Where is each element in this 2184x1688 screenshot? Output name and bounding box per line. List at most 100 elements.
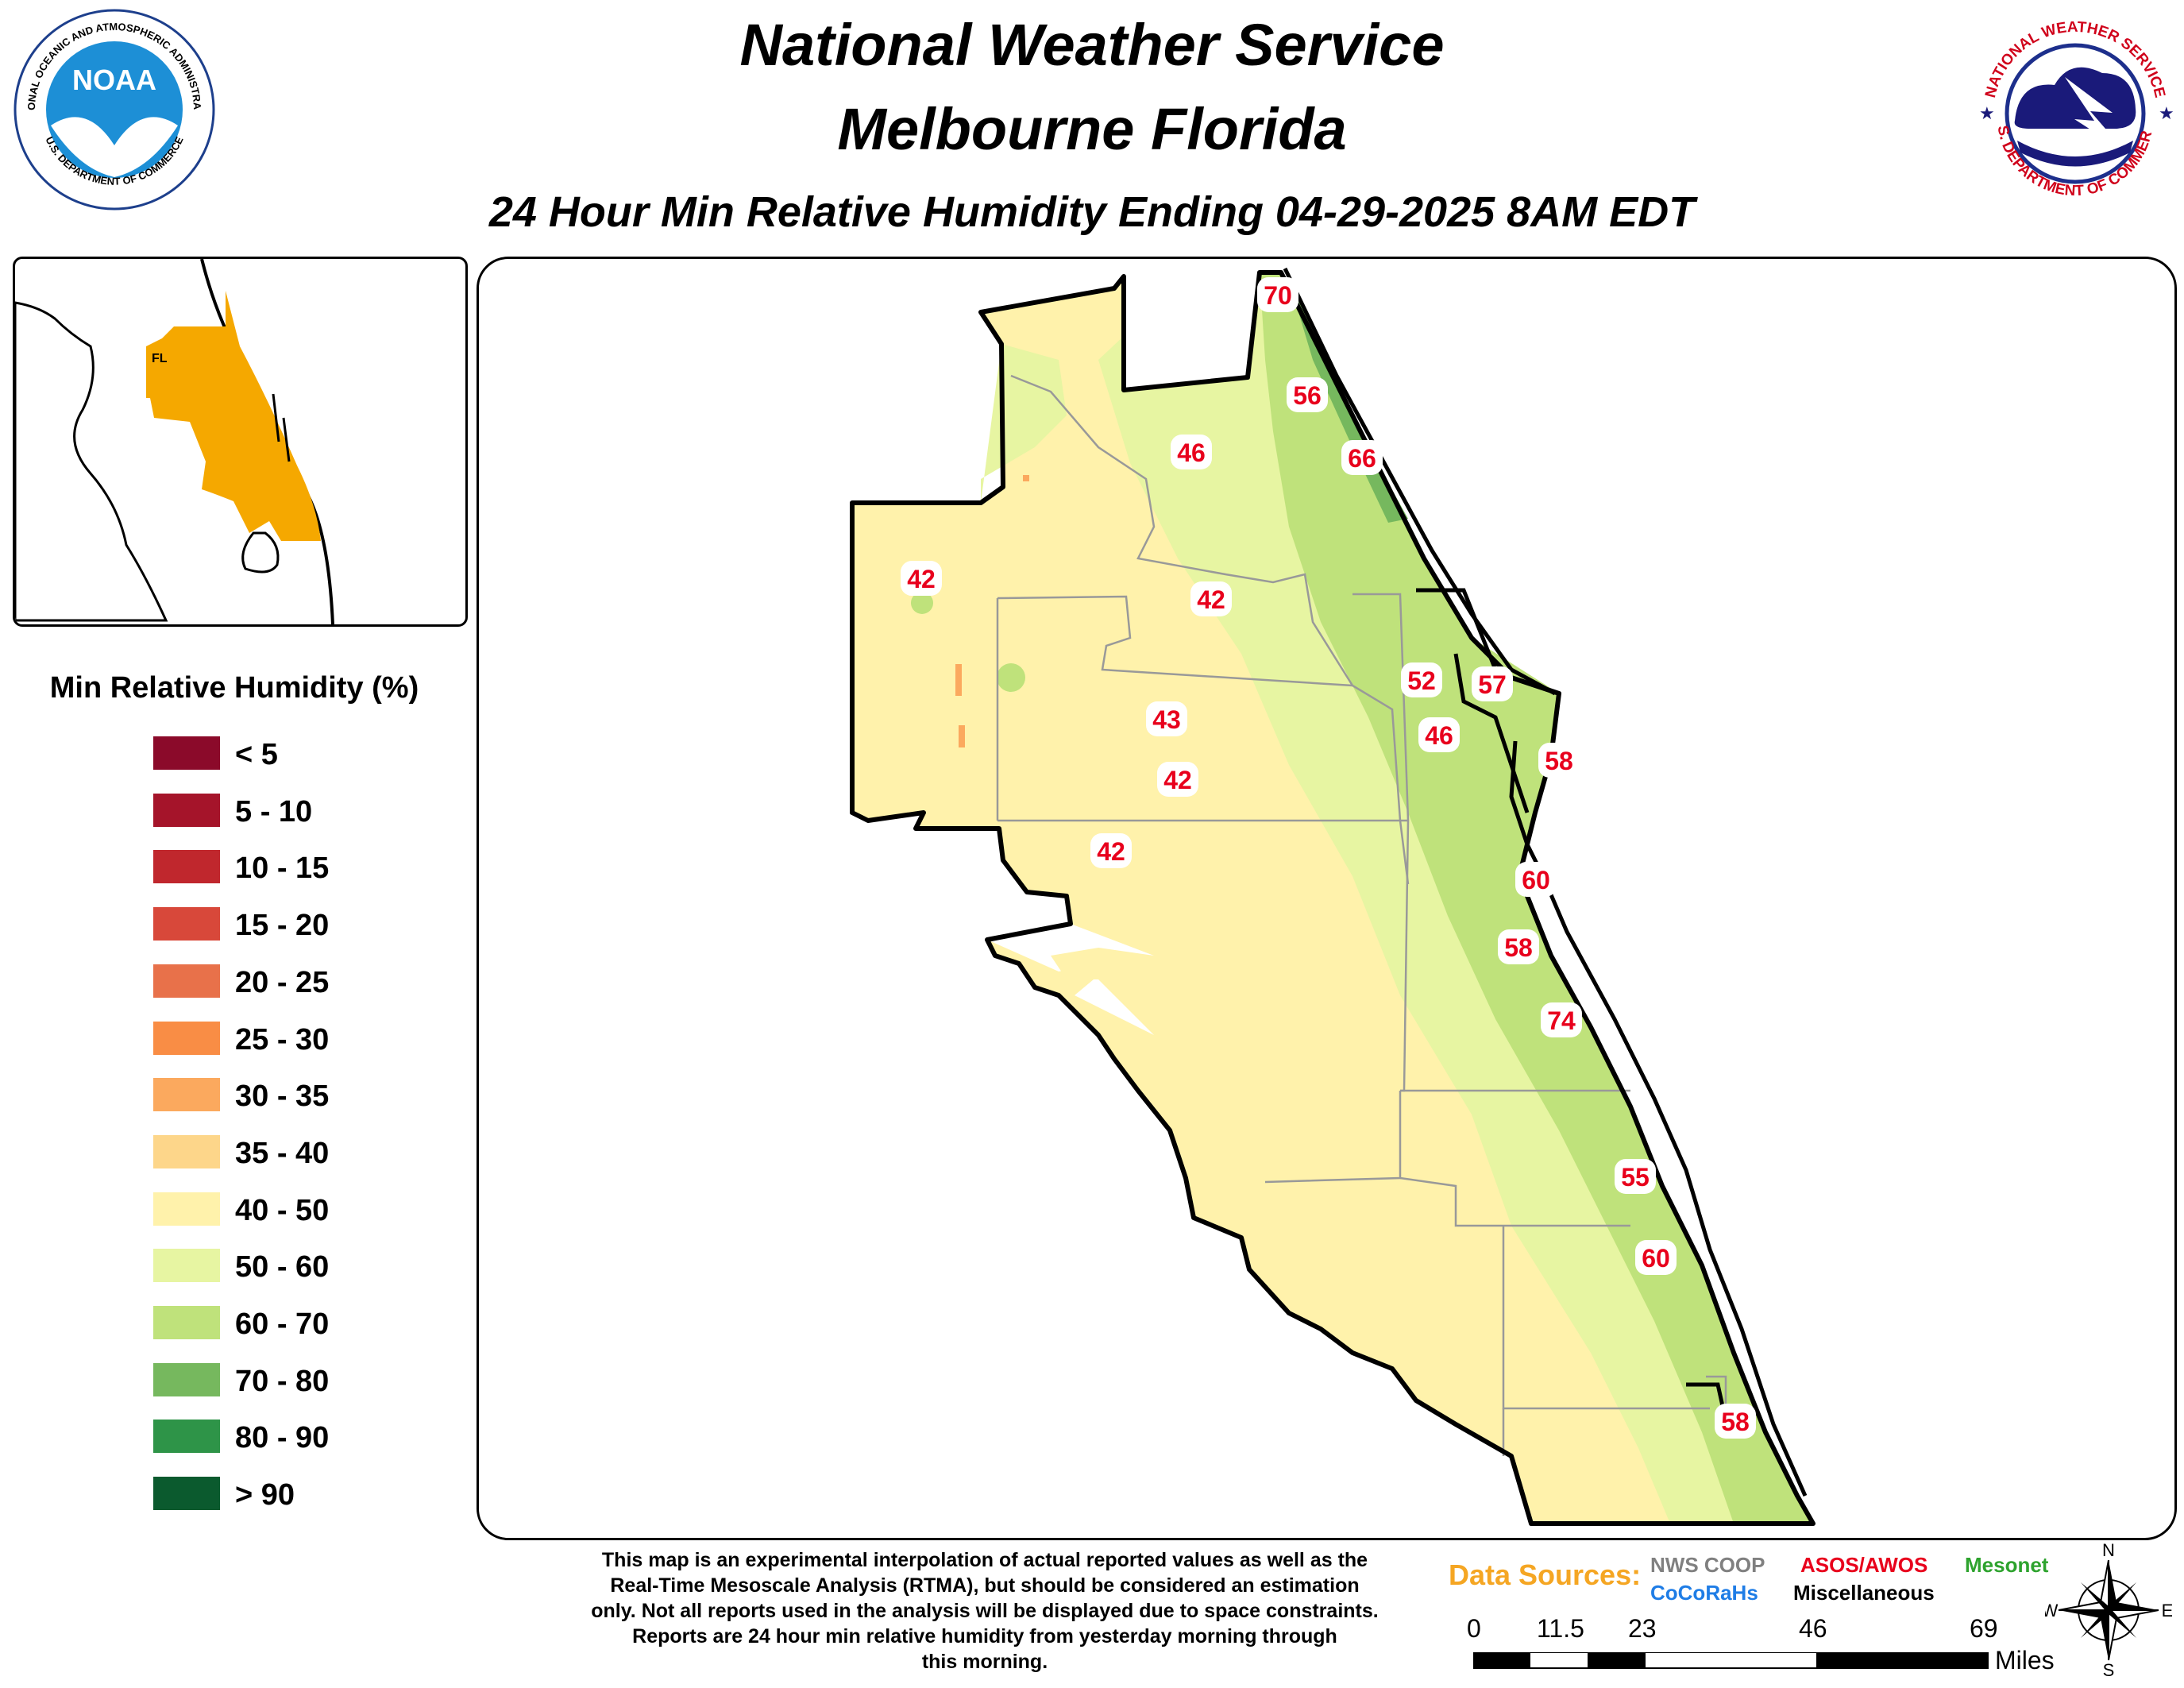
station-value: 42 — [907, 565, 936, 593]
legend-swatch — [153, 1306, 220, 1339]
legend-label: 15 - 20 — [235, 909, 330, 943]
svg-text:★: ★ — [1979, 103, 1995, 123]
legend-label: 60 - 70 — [235, 1308, 330, 1341]
legend-swatch — [153, 1362, 220, 1396]
legend-swatch — [153, 907, 220, 941]
station-label: 46 — [1171, 435, 1212, 469]
legend-swatch — [153, 1420, 220, 1454]
scale-tick: 23 — [1628, 1614, 1657, 1643]
station-label: 52 — [1401, 662, 1442, 697]
map-subtitle: 24 Hour Min Relative Humidity Ending 04-… — [488, 188, 1696, 236]
scale-tick: 46 — [1799, 1614, 1827, 1643]
disclaimer-line: this morning. — [921, 1651, 1048, 1673]
legend-label: 80 - 90 — [235, 1421, 330, 1455]
scale-tick: 0 — [1467, 1614, 1481, 1643]
station-value: 60 — [1642, 1244, 1670, 1273]
disclaimer-line: Reports are 24 hour min relative humidit… — [632, 1625, 1337, 1647]
inset-cwa-highlight — [146, 291, 321, 541]
station-label: 70 — [1257, 277, 1298, 312]
legend-title: Min Relative Humidity (%) — [49, 671, 419, 705]
station-value: 42 — [1197, 585, 1225, 614]
station-labels: 70 56 66 46 42 42 52 57 46 58 43 42 42 60 58 74 55 60 58 — [901, 277, 1756, 1439]
main-map-panel: 70 56 66 46 42 42 52 57 46 58 43 42 42 60 58 74 55 60 58 — [477, 257, 2177, 1540]
legend-swatch — [153, 1192, 220, 1226]
scale-tick: 11.5 — [1537, 1614, 1584, 1643]
compass-e: E — [2162, 1601, 2172, 1620]
station-value: 58 — [1545, 747, 1573, 775]
station-label: 74 — [1541, 1002, 1582, 1037]
legend-label: 70 - 80 — [235, 1364, 330, 1398]
station-value: 46 — [1177, 438, 1206, 467]
compass-n: N — [2102, 1543, 2115, 1560]
scale-unit: Miles — [1995, 1646, 2055, 1674]
station-value: 58 — [1504, 933, 1533, 962]
legend-label: 25 - 30 — [235, 1022, 330, 1056]
station-label: 56 — [1287, 377, 1328, 412]
noaa-logo: NOAA NATIONAL OCEANIC AND ATMOSPHERIC AD… — [11, 6, 215, 211]
station-label: 42 — [1157, 762, 1198, 797]
source-cocorahs: CoCoRaHs — [1650, 1581, 1758, 1605]
county-boundaries — [996, 374, 1727, 1456]
source-mesonet: Mesonet — [1965, 1553, 2049, 1577]
inset-gulf-coast — [15, 301, 168, 622]
inset-lagoon — [272, 393, 291, 462]
station-value: 42 — [1163, 766, 1192, 794]
legend-swatch — [153, 793, 220, 827]
legend-swatch — [153, 1021, 220, 1055]
station-value: 56 — [1293, 381, 1322, 410]
title-line2: Melbourne Florida — [837, 96, 1347, 162]
compass-w: W — [2045, 1601, 2059, 1620]
station-label: 57 — [1472, 666, 1513, 701]
station-value: 46 — [1425, 721, 1453, 750]
station-label: 43 — [1146, 701, 1187, 736]
legend-swatch — [153, 736, 220, 770]
station-label: 58 — [1538, 743, 1580, 778]
svg-text:★: ★ — [2159, 103, 2174, 123]
scale-bar — [1473, 1652, 1989, 1669]
station-value: 52 — [1407, 666, 1436, 695]
disclaimer-line: Real-Time Mesoscale Analysis (RTMA), but… — [610, 1574, 1360, 1597]
legend-label: 10 - 15 — [235, 852, 330, 886]
station-label: 66 — [1341, 440, 1383, 475]
station-value: 66 — [1348, 444, 1376, 473]
data-sources-label: Data Sources: — [1449, 1559, 1642, 1591]
legend-label: 20 - 25 — [235, 965, 330, 999]
legend-swatch — [153, 850, 220, 884]
dry-speck — [1023, 475, 1029, 481]
dry-speck — [955, 664, 962, 696]
noaa-text: NOAA — [72, 64, 156, 96]
legend-label: 50 - 60 — [235, 1250, 330, 1284]
nws-logo: NATIONAL WEATHER SERVICE U.S. DEPARTMENT… — [1971, 10, 2175, 214]
legend-label: 40 - 50 — [235, 1193, 330, 1227]
legend-label: 5 - 10 — [235, 794, 313, 829]
station-label: 46 — [1418, 717, 1460, 752]
source-nws-coop: NWS COOP — [1650, 1553, 1765, 1577]
station-label: 55 — [1615, 1159, 1656, 1194]
band-60-70 — [1260, 272, 1813, 1524]
legend-label: > 90 — [235, 1478, 295, 1512]
dry-speck — [959, 725, 965, 747]
legend-swatch — [153, 1477, 220, 1511]
station-label: 42 — [1190, 581, 1232, 616]
legend-label: 30 - 35 — [235, 1080, 330, 1114]
station-value: 74 — [1547, 1006, 1576, 1035]
legend-label: < 5 — [235, 738, 278, 771]
station-value: 55 — [1621, 1163, 1650, 1192]
legend-swatch — [153, 1249, 220, 1283]
station-value: 42 — [1097, 837, 1125, 866]
station-label: 58 — [1498, 929, 1539, 964]
scale-tick: 69 — [1970, 1614, 1998, 1643]
disclaimer-line: only. Not all reports used in the analys… — [591, 1600, 1379, 1622]
legend-swatch — [153, 1078, 220, 1112]
inset-lake-okeechobee — [241, 531, 280, 574]
source-asos-awos: ASOS/AWOS — [1800, 1553, 1928, 1577]
disclaimer-line: This map is an experimental interpolatio… — [601, 1549, 1368, 1571]
station-value: 43 — [1152, 705, 1181, 734]
station-label: 58 — [1715, 1404, 1756, 1439]
station-value: 70 — [1264, 281, 1292, 310]
legend-swatch — [153, 1134, 220, 1168]
station-value: 57 — [1478, 670, 1507, 699]
station-label: 60 — [1515, 862, 1557, 897]
station-label: 42 — [901, 561, 942, 596]
inset-state-label: FL — [152, 352, 168, 365]
